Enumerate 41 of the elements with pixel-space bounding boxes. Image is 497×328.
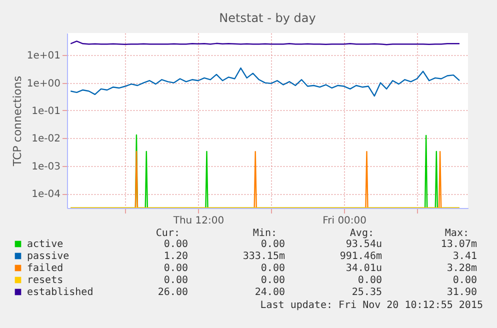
y-tick-label: 1e-02 [32,134,60,145]
x-tick-label: Fri 00:00 [322,216,367,226]
legend-label: passive [27,251,70,262]
y-tick-label: 1e-01 [32,106,60,117]
text: 991.46m [340,251,382,262]
text: 0.00 [260,263,285,274]
legend-label: resets [27,275,64,286]
text: 1.20 [164,251,188,262]
y-tick-label: 1e-03 [32,161,60,172]
text: 13.07m [440,239,477,250]
legend-label: established [27,287,94,298]
line-series [70,67,460,97]
y-axis-title: TCP connections [10,76,24,168]
text: 0.00 [452,275,477,286]
text: Min: [252,228,277,239]
x-tick-label: Thu 12:00 [172,216,224,226]
text: Last update: Fri Nov 20 10:12:55 2015 [260,300,483,311]
text: 93.54u [346,239,382,250]
text: 24.00 [254,287,285,298]
text: 0.00 [164,263,188,274]
y-tick-label: 1e+00 [26,78,60,90]
text: 26.00 [158,287,188,298]
text: 0.00 [164,239,188,250]
legend-label: failed [27,263,64,274]
text: 34.01u [346,263,382,274]
text: 333.15m [242,251,285,262]
text: 0.00 [164,275,188,286]
chart-title: Netstat - by day [219,11,316,25]
text: Avg: [350,228,374,239]
text: Cur: [156,228,180,239]
text: 3.41 [452,251,477,262]
text: 31.90 [446,287,477,298]
text: Max: [444,228,469,239]
y-tick-label: 1e-04 [32,189,60,200]
text: 25.35 [352,287,382,298]
y-tick-label: 1e+01 [26,50,60,62]
text: 0.00 [260,275,285,286]
text: 0.00 [260,239,285,250]
legend-label: active [27,239,64,250]
text: 3.28m [446,263,477,274]
text: 0.00 [358,275,382,286]
